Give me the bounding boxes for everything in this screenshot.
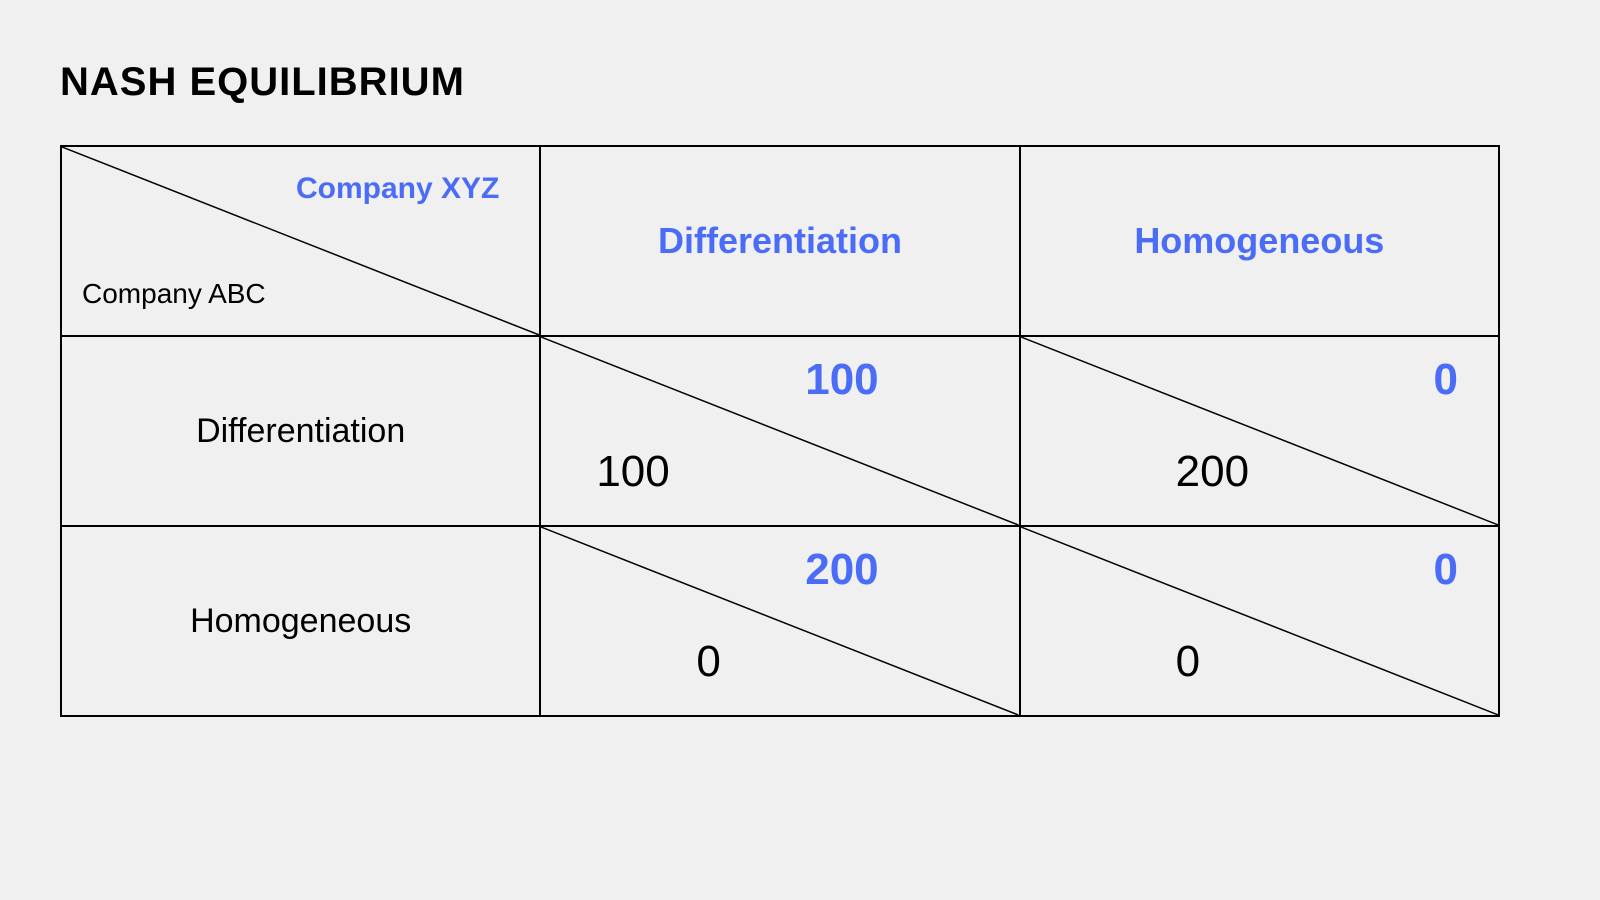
payoff-diagonal: [541, 527, 1018, 715]
payoff-cell-r1c0: 200 0: [540, 526, 1019, 716]
payoff-cell-r0c0: 100 100: [540, 336, 1019, 526]
row-header-0: Differentiation: [61, 336, 540, 526]
payoff-r1c1-row-player: 0: [1176, 637, 1200, 687]
col-header-0-label: Differentiation: [541, 220, 1018, 262]
row-1: Homogeneous 200 0 0 0: [61, 526, 1499, 716]
page-title: NASH EQUILIBRIUM: [60, 60, 1540, 105]
payoff-cell-r0c1: 0 200: [1020, 336, 1499, 526]
payoff-matrix: Company XYZ Company ABC Differentiation …: [60, 145, 1500, 717]
row-0: Differentiation 100 100 0 200: [61, 336, 1499, 526]
payoff-r1c0-col-player: 200: [805, 545, 878, 595]
payoff-diagonal: [1021, 337, 1498, 525]
column-player-label: Company XYZ: [296, 172, 499, 206]
row-player-label: Company ABC: [82, 278, 266, 310]
payoff-r0c1-row-player: 200: [1176, 447, 1249, 497]
payoff-r0c0-row-player: 100: [596, 447, 669, 497]
corner-cell: Company XYZ Company ABC: [61, 146, 540, 336]
col-header-1: Homogeneous: [1020, 146, 1499, 336]
row-header-1: Homogeneous: [61, 526, 540, 716]
payoff-r1c1-col-player: 0: [1434, 545, 1458, 595]
header-row: Company XYZ Company ABC Differentiation …: [61, 146, 1499, 336]
payoff-cell-r1c1: 0 0: [1020, 526, 1499, 716]
payoff-r0c0-col-player: 100: [805, 355, 878, 405]
payoff-r0c1-col-player: 0: [1434, 355, 1458, 405]
page: NASH EQUILIBRIUM Company XYZ Company ABC…: [0, 0, 1600, 900]
payoff-r1c0-row-player: 0: [696, 637, 720, 687]
payoff-diagonal: [1021, 527, 1498, 715]
col-header-0: Differentiation: [540, 146, 1019, 336]
col-header-1-label: Homogeneous: [1021, 220, 1498, 262]
